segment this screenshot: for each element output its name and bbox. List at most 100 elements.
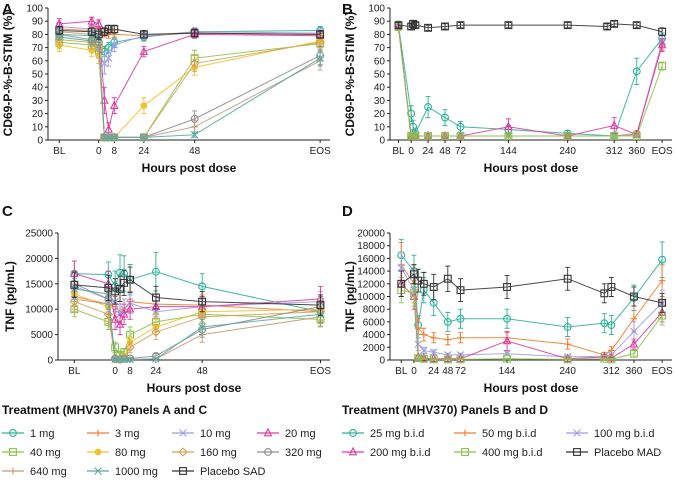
panel-b-error-bar <box>425 24 431 31</box>
panel-b-point-200-mg-b-i-d <box>657 39 667 49</box>
panel-b-point-400-mg-b-i-d <box>610 132 619 140</box>
panel-a-point-160-mg <box>189 58 200 69</box>
panel-d-line-25-mg-b-i-d <box>400 254 663 328</box>
legend-a-c-item-80-mg: 80 mg <box>87 447 146 459</box>
panel-a-point-placebo-sad <box>110 25 119 34</box>
panel-a-y-tick-label: 100 <box>26 4 43 15</box>
panel-d-error-bar <box>659 292 665 313</box>
panel-c-x-axis-label: Hours post dose <box>147 381 242 395</box>
panel-d-error-bar <box>601 313 607 334</box>
panel-d-x-tick-label: 48 <box>442 366 454 377</box>
panel-d-line-200-mg-b-i-d <box>400 283 663 360</box>
legend-a-c-swatch-marker-80-mg <box>94 448 102 456</box>
panel-d-point-400-mg-b-i-d <box>429 355 438 364</box>
panel-d-x-axis-label: Hours post dose <box>484 381 579 395</box>
panel-b-point-400-mg-b-i-d <box>456 132 465 140</box>
panel-a-point-placebo-sad <box>190 29 199 38</box>
panel-b-point-placebo-mad <box>441 22 449 31</box>
legend-a-c-item-40-mg: 40 mg <box>2 447 61 459</box>
panel-d-x-tick-label: 24 <box>428 366 440 377</box>
panel-b-point-placebo-mad <box>409 19 418 28</box>
panel-b-error-bar <box>565 22 571 29</box>
panel-d-x-tick-label: 144 <box>499 366 516 377</box>
panel-b-error-bar <box>505 134 511 138</box>
legend-b-d-swatch-marker-400-mg-b-i-d <box>461 448 469 456</box>
panel-d-point-100-mg-b-i-d <box>429 348 438 357</box>
legend-a-c-swatch-marker-640-mg <box>9 467 17 475</box>
panel-a-point-1000-mg <box>190 130 199 139</box>
panel-b-x-tick-label: 312 <box>606 146 623 157</box>
panel-d-line-placebo-mad <box>400 273 663 304</box>
panel-c-point-1000-mg <box>120 355 128 364</box>
panel-d-y-tick-label: 20000 <box>357 229 385 240</box>
panel-d-point-200-mg-b-i-d <box>563 353 572 363</box>
legend-a-c-swatch-marker-1000-mg <box>94 467 102 475</box>
panel-c-point-20-mg <box>119 309 129 318</box>
panel-b-error-bar <box>659 61 665 71</box>
panel-c-y-tick-label: 0 <box>47 356 53 367</box>
panel-c-error-bar <box>127 298 133 320</box>
panel-d-point-100-mg-b-i-d <box>503 349 511 358</box>
panel-a-y-tick-label: 0 <box>37 136 43 147</box>
panel-b-point-200-mg-b-i-d <box>440 130 450 140</box>
panel-b-x-tick-label: 240 <box>559 146 576 157</box>
panel-d-point-200-mg-b-i-d <box>429 353 438 363</box>
panel-d-point-50-mg-b-i-d <box>564 340 572 348</box>
panel-d-series-100-mg-b-i-d <box>397 251 666 361</box>
panel-a-y-tick-label: 40 <box>32 83 44 94</box>
legend-a-c-label: 40 mg <box>30 447 61 459</box>
panel-label-a: A <box>2 1 13 18</box>
panel-a-y-tick-label: 80 <box>32 30 44 41</box>
panel-b-y-tick-label: 100 <box>368 4 385 15</box>
panel-a-error-bar <box>106 24 112 34</box>
legend-b-d-swatch-marker-200-mg-b-i-d <box>348 446 358 456</box>
panel-a-y-tick-label: 30 <box>32 96 44 107</box>
panel-b-x-tick-label: 24 <box>423 146 435 157</box>
panel-b-point-400-mg-b-i-d <box>411 132 420 140</box>
panel-d-error-bar <box>631 286 637 307</box>
panel-a-point-1000-mg <box>316 54 324 62</box>
panel-d-error-bar <box>608 277 614 297</box>
panel-b-error-bar <box>611 20 617 27</box>
panel-c-point-20-mg <box>125 303 135 313</box>
panel-d-point-placebo-mad <box>607 283 616 291</box>
panel-b-point-placebo-mad <box>394 21 403 30</box>
panel-d-point-placebo-mad <box>563 274 572 283</box>
legend-b-d-label: 200 mg b.i.d <box>370 447 431 459</box>
panel-d-point-100-mg-b-i-d <box>630 327 638 336</box>
panel-b-point-400-mg-b-i-d <box>441 132 449 140</box>
panel-a-point-10-mg <box>104 54 113 62</box>
panel-a-point-20-mg <box>87 15 96 25</box>
panel-c-point-1-mg <box>151 267 160 276</box>
panel-b-point-400-mg-b-i-d <box>658 62 667 71</box>
panel-b-error-bar <box>634 57 640 86</box>
legend-a-c-item-1-mg: 1 mg <box>2 428 54 440</box>
panel-d-point-25-mg-b-i-d <box>503 314 511 323</box>
panel-d-y-tick-label: 2000 <box>363 343 386 354</box>
panel-b-point-placebo-mad <box>632 21 641 30</box>
panel-b-x-tick-label: EOS <box>652 146 673 157</box>
legend-a-c-swatch-marker-320-mg <box>264 448 272 456</box>
legend-b-d-label: 50 mg b.i.d <box>482 428 536 440</box>
legend-title-b-d: Treatment (MHV370) Panels B and D <box>342 403 548 417</box>
panel-b-line-100-mg-b-i-d <box>397 26 663 137</box>
legend-a-c-label: 80 mg <box>115 447 146 459</box>
panel-b-x-axis-label: Hours post dose <box>484 161 579 175</box>
panel-b-x-tick-label: BL <box>392 146 405 157</box>
panel-c-point-placebo-sad <box>116 284 124 293</box>
panel-d-point-400-mg-b-i-d <box>607 355 616 364</box>
legend-a-c-swatch-marker-160-mg <box>178 447 188 457</box>
panel-d-point-25-mg-b-i-d <box>607 321 616 330</box>
panel-a-y-axis-label: CD69-P-%-B-STIM (%) <box>1 12 15 137</box>
panel-d-x-tick-label: 240 <box>559 366 576 377</box>
panel-d-y-tick-label: 10000 <box>357 292 385 303</box>
panel-a-x-tick-label: EOS <box>310 146 331 157</box>
legend-b-d-label: 100 mg b.i.d <box>594 428 655 440</box>
legend-b-d-item-25-mg-b-i-d: 25 mg b.i.d <box>342 428 424 440</box>
legend-b-d-label: 25 mg b.i.d <box>370 428 424 440</box>
panel-c-point-placebo-sad <box>70 280 79 289</box>
panel-d-error-bar <box>458 278 463 303</box>
panel-b-x-tick-label: 72 <box>455 146 467 157</box>
